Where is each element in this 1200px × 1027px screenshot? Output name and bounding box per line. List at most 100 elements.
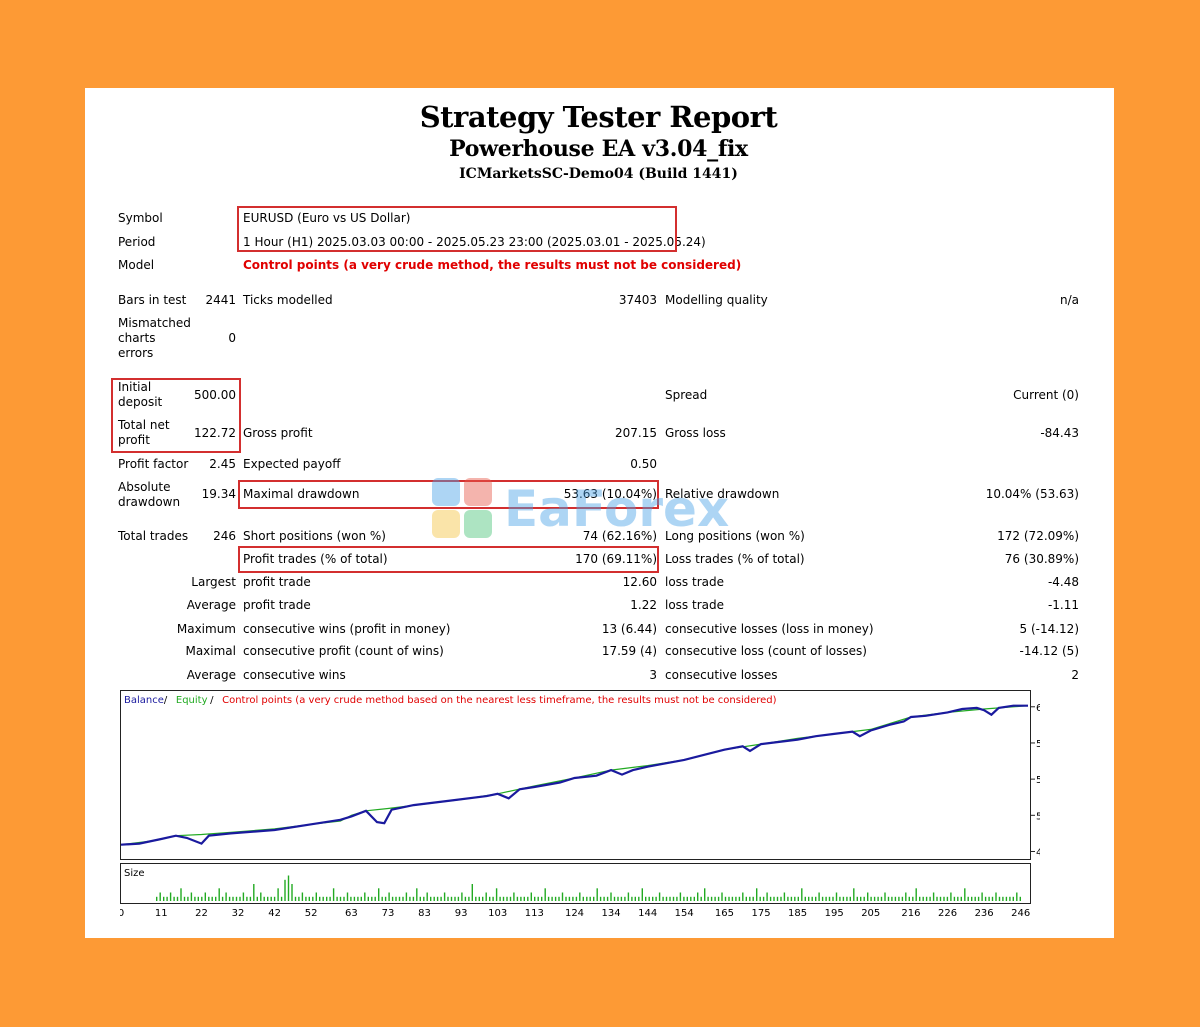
legend-item: Equity — [176, 695, 208, 706]
initial-label-2: deposit — [118, 395, 163, 409]
chart-legend: Balance / Equity / Control points (a ver… — [124, 695, 777, 706]
balance-series — [120, 704, 1028, 846]
x-tick-label: 73 — [382, 908, 395, 919]
gross-loss-label: Gross loss — [665, 426, 726, 440]
x-tick-label: 32 — [232, 908, 245, 919]
maximal-loss-label: consecutive loss (count of losses) — [665, 644, 867, 658]
x-tick-label: 124 — [565, 908, 584, 919]
max-cons-wins-label: consecutive wins (profit in money) — [243, 622, 451, 636]
x-tick-label: 63 — [345, 908, 358, 919]
ticks-value: 37403 — [618, 293, 657, 307]
symbol-label: Symbol — [118, 211, 163, 225]
spread-value: Current (0) — [1013, 388, 1079, 402]
x-tick-label: 52 — [305, 908, 318, 919]
size-bars — [156, 875, 1021, 901]
x-tick-label: 216 — [901, 908, 920, 919]
x-tick-label: 185 — [788, 908, 807, 919]
total-trades-value: 246 — [213, 529, 236, 543]
x-tick-label: 11 — [155, 908, 168, 919]
maxdd-label: Maximal drawdown — [243, 487, 360, 501]
long-value: 172 (72.09%) — [997, 529, 1079, 543]
pf-label: Profit factor — [118, 457, 189, 471]
model-label: Model — [118, 258, 155, 272]
x-tick-label: 226 — [938, 908, 957, 919]
loss-trades-value: 76 (30.89%) — [1004, 552, 1079, 566]
netprofit-label-2: profit — [118, 433, 150, 447]
x-tick-label: 83 — [418, 908, 431, 919]
gross-profit-value: 207.15 — [615, 426, 657, 440]
watermark-text: EaForex — [504, 480, 729, 538]
reldd-label: Relative drawdown — [665, 487, 780, 501]
report-title: Strategy Tester Report — [419, 100, 778, 134]
largest-loss-label: loss trade — [665, 575, 724, 589]
average-profit-value: 1.22 — [630, 598, 657, 612]
maxdd-value: 53.63 (10.04%) — [563, 487, 657, 501]
x-axis: 0 11 22 32 42 52 63 73 83 93 103 113 124 134 144 154 165… — [120, 908, 1030, 919]
average-profit-label: profit trade — [243, 598, 311, 612]
max-cons-losses-value: 5 (-14.12) — [1019, 622, 1080, 636]
mismatched-label-2: charts — [118, 331, 156, 345]
quality-label: Modelling quality — [665, 293, 768, 307]
legend-separator: / — [164, 695, 168, 706]
loss-trades-label: Loss trades (% of total) — [665, 552, 805, 566]
legend-item: Control points (a very crude method base… — [222, 695, 777, 706]
maximal-loss-value: -14.12 (5) — [1019, 644, 1080, 658]
highlight-deposit-profit — [111, 378, 241, 453]
x-tick-label: 22 — [195, 908, 208, 919]
profit-trades-label: Profit trades (% of total) — [243, 552, 388, 566]
size-panel-frame — [120, 863, 1031, 904]
absdd-value: 19.34 — [201, 487, 236, 501]
highlight-symbol-period — [237, 206, 677, 252]
x-tick-label: 134 — [602, 908, 621, 919]
max-cons-losses-label: consecutive losses (loss in money) — [665, 622, 874, 636]
x-tick-label: 246 — [1011, 908, 1030, 919]
size-label: Size — [124, 868, 145, 879]
balance-chart: Balance / Equity / Control points (a ver… — [120, 690, 1040, 919]
y-tick-label: 494 — [1036, 847, 1040, 858]
largest-label: Largest — [191, 575, 236, 589]
avg-cons-wins-label: consecutive wins — [243, 668, 346, 682]
watermark-logo-icon: EaForex — [432, 478, 729, 538]
y-tick-label: 590 — [1036, 739, 1040, 750]
initial-value: 500.00 — [194, 388, 236, 402]
avg-cons-losses-label: consecutive losses — [665, 668, 778, 682]
payoff-value: 0.50 — [630, 457, 657, 471]
quality-value: n/a — [1059, 293, 1079, 307]
mismatched-label-1: Mismatched — [118, 316, 191, 330]
chart-plot-frame — [120, 690, 1031, 860]
total-trades-label: Total trades — [118, 529, 189, 543]
period-value: 1 Hour (H1) 2025.03.03 00:00 - 2025.05.2… — [243, 235, 706, 249]
x-tick-label: 113 — [525, 908, 544, 919]
avg-cons-losses-value: 2 — [1071, 668, 1079, 682]
y-tick-label: 622 — [1036, 703, 1040, 714]
x-tick-label: 144 — [638, 908, 657, 919]
absdd-label-1: Absolute — [118, 480, 171, 494]
maximal-label: Maximal — [185, 644, 236, 658]
largest-loss-value: -4.48 — [1047, 575, 1079, 589]
profit-trades-value: 170 (69.11%) — [575, 552, 657, 566]
average-loss-value: -1.11 — [1047, 598, 1079, 612]
y-axis: 622 590 558 526 494 — [1030, 703, 1040, 858]
largest-profit-label: profit trade — [243, 575, 311, 589]
x-tick-label: 103 — [488, 908, 507, 919]
payoff-label: Expected payoff — [243, 457, 341, 471]
avg-cons-wins-value: 3 — [649, 668, 657, 682]
mismatched-value: 0 — [228, 331, 236, 345]
bars-label: Bars in test — [118, 293, 187, 307]
server-name: ICMarketsSC-Demo04 (Build 1441) — [459, 166, 738, 182]
largest-profit-value: 12.60 — [622, 575, 657, 589]
mismatched-label-3: errors — [118, 346, 154, 360]
x-tick-label: 42 — [268, 908, 281, 919]
y-tick-label: 526 — [1036, 811, 1040, 822]
legend-item: Balance — [124, 695, 164, 706]
pf-value: 2.45 — [209, 457, 236, 471]
short-label: Short positions (won %) — [243, 529, 386, 543]
x-tick-label: 205 — [861, 908, 880, 919]
highlight-max-drawdown — [238, 480, 659, 509]
symbol-value: EURUSD (Euro vs US Dollar) — [243, 211, 411, 225]
model-value: Control points (a very crude method, the… — [243, 258, 742, 272]
bars-value: 2441 — [205, 293, 236, 307]
x-tick-label: 93 — [455, 908, 468, 919]
max-cons-wins-value: 13 (6.44) — [601, 622, 657, 636]
netprofit-value: 122.72 — [194, 426, 236, 440]
